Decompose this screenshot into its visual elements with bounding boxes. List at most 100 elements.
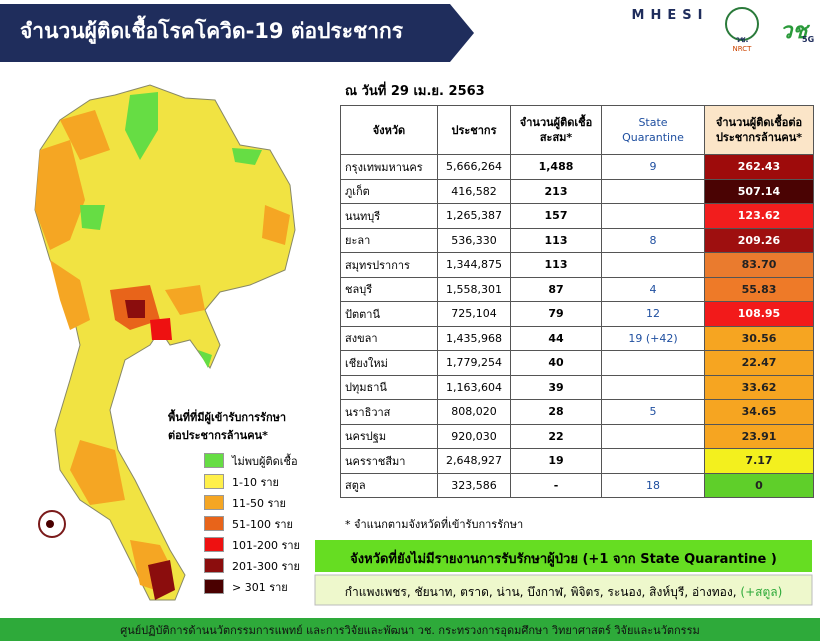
table-cell: สมุทรปราการ (340, 252, 438, 278)
table-cell: 28 (510, 399, 602, 425)
legend-item: 101-200 ราย (168, 534, 300, 555)
table-cell: 83.70 (704, 252, 814, 278)
footer-bar (0, 618, 820, 641)
legend-label: 11-50 ราย (232, 496, 286, 510)
table-cell: 1,488 (510, 154, 602, 180)
table-cell: ภูเก็ต (340, 178, 438, 204)
table-row: ยะลา 536,330 113 8 209.26 (340, 227, 814, 253)
table-row: ปทุมธานี 1,163,604 39 33.62 (340, 374, 814, 400)
table-row: ภูเก็ต 416,582 213 507.14 (340, 178, 814, 204)
legend-label: 201-300 ราย (232, 559, 300, 573)
table-row: นครปฐม 920,030 22 23.91 (340, 423, 814, 449)
table-cell: 2,648,927 (437, 448, 511, 474)
table-cell (601, 423, 705, 449)
table-cell: 79 (510, 301, 602, 327)
table-cell: 123.62 (704, 203, 814, 229)
table-header: จำนวนผู้ติดเชื้อสะสม* (510, 105, 602, 155)
table-cell (601, 350, 705, 376)
table-row: นครราชสีมา 2,648,927 19 7.17 (340, 448, 814, 474)
nrct-logo (725, 7, 759, 41)
table-cell: 1,163,604 (437, 374, 511, 400)
legend-label: > 301 ราย (232, 580, 288, 594)
table-cell: 536,330 (437, 227, 511, 253)
title-banner (0, 4, 474, 62)
untreated-list-box (314, 574, 813, 606)
table-cell: 22 (510, 423, 602, 449)
table-cell: เชียงใหม่ (340, 350, 438, 376)
legend-item: 11-50 ราย (168, 492, 300, 513)
table-cell: สงขลา (340, 325, 438, 351)
table-cell: 19 (+42) (601, 325, 705, 351)
table-header: จำนวนผู้ติดเชื้อต่อประชากรล้านคน* (704, 105, 814, 155)
table-cell: - (510, 472, 602, 498)
legend-swatch (204, 453, 224, 468)
legend-swatch (204, 558, 224, 573)
table-cell: 5 (601, 399, 705, 425)
table-row: นนทบุรี 1,265,387 157 123.62 (340, 203, 814, 229)
legend-label: 51-100 ราย (232, 517, 293, 531)
table-row: ปัตตานี 725,104 79 12 108.95 (340, 301, 814, 327)
nrct-text: NRCT (733, 45, 753, 53)
table-cell: 507.14 (704, 178, 814, 204)
region (148, 560, 175, 600)
region (232, 148, 262, 165)
table-cell: 9 (601, 154, 705, 180)
legend-label: ไม่พบผู้ติดเชื้อ (232, 454, 298, 468)
table-cell: 213 (510, 178, 602, 204)
table-cell: 34.65 (704, 399, 814, 425)
legend-title: ต่อประชากรล้านคน* (168, 429, 268, 442)
table-cell: 1,435,968 (437, 325, 511, 351)
untreated-title-box (315, 540, 812, 572)
table-cell: 725,104 (437, 301, 511, 327)
map (34, 84, 296, 601)
table-cell: 157 (510, 203, 602, 229)
table-cell: 39 (510, 374, 602, 400)
table: จังหวัด ประชากร จำนวนผู้ติดเชื้อสะสม* State… (340, 105, 814, 498)
legend-swatch (204, 516, 224, 531)
table-cell: 416,582 (437, 178, 511, 204)
title: จำนวนผู้ติดเชื้อโรคโควิด-19 ต่อประชากร (20, 15, 404, 45)
table-cell: 22.47 (704, 350, 814, 376)
legend-item: ไม่พบผู้ติดเชื้อ (168, 450, 300, 471)
region (70, 440, 125, 505)
table-cell: สตูล (340, 472, 438, 498)
table-row: ชลบุรี 1,558,301 87 4 55.83 (340, 276, 814, 302)
table-cell: 44 (510, 325, 602, 351)
legend-label: 101-200 ราย (232, 538, 300, 552)
table-row: กรุงเทพมหานคร 5,666,264 1,488 9 262.43 (340, 154, 814, 180)
table-cell: 1,344,875 (437, 252, 511, 278)
footer: ศูนย์ปฏิบัติการด้านนวัตกรรมการแพทย์ และก… (120, 624, 700, 637)
table-cell (601, 374, 705, 400)
legend-item: 1-10 ราย (168, 471, 300, 492)
legend-label: 1-10 ราย (232, 475, 279, 489)
region (150, 318, 172, 340)
legend-swatch (204, 537, 224, 552)
phuket-highlight (38, 510, 66, 538)
table-row: สตูล 323,586-18 0 (340, 472, 814, 498)
table-cell: 55.83 (704, 276, 814, 302)
table-cell: นนทบุรี (340, 203, 438, 229)
table-cell: 920,030 (437, 423, 511, 449)
table-cell: นครราชสีมา (340, 448, 438, 474)
table-cell: ยะลา (340, 227, 438, 253)
table-header: ประชากร (437, 105, 511, 155)
table-cell: 5,666,264 (437, 154, 511, 180)
table-cell: 4 (601, 276, 705, 302)
region (46, 520, 54, 528)
legend-swatch (204, 579, 224, 594)
table-cell: 87 (510, 276, 602, 302)
table-cell: ปัตตานี (340, 301, 438, 327)
region (198, 350, 212, 368)
table-header: State Quarantine (601, 105, 705, 155)
region (165, 285, 205, 315)
mhesi-logo (620, 8, 720, 26)
table-cell (601, 203, 705, 229)
table-cell: 1,558,301 (437, 276, 511, 302)
region (35, 140, 85, 250)
region (262, 205, 290, 245)
table-cell: 808,020 (437, 399, 511, 425)
table-cell: นครปฐม (340, 423, 438, 449)
table-cell: 30.56 (704, 325, 814, 351)
